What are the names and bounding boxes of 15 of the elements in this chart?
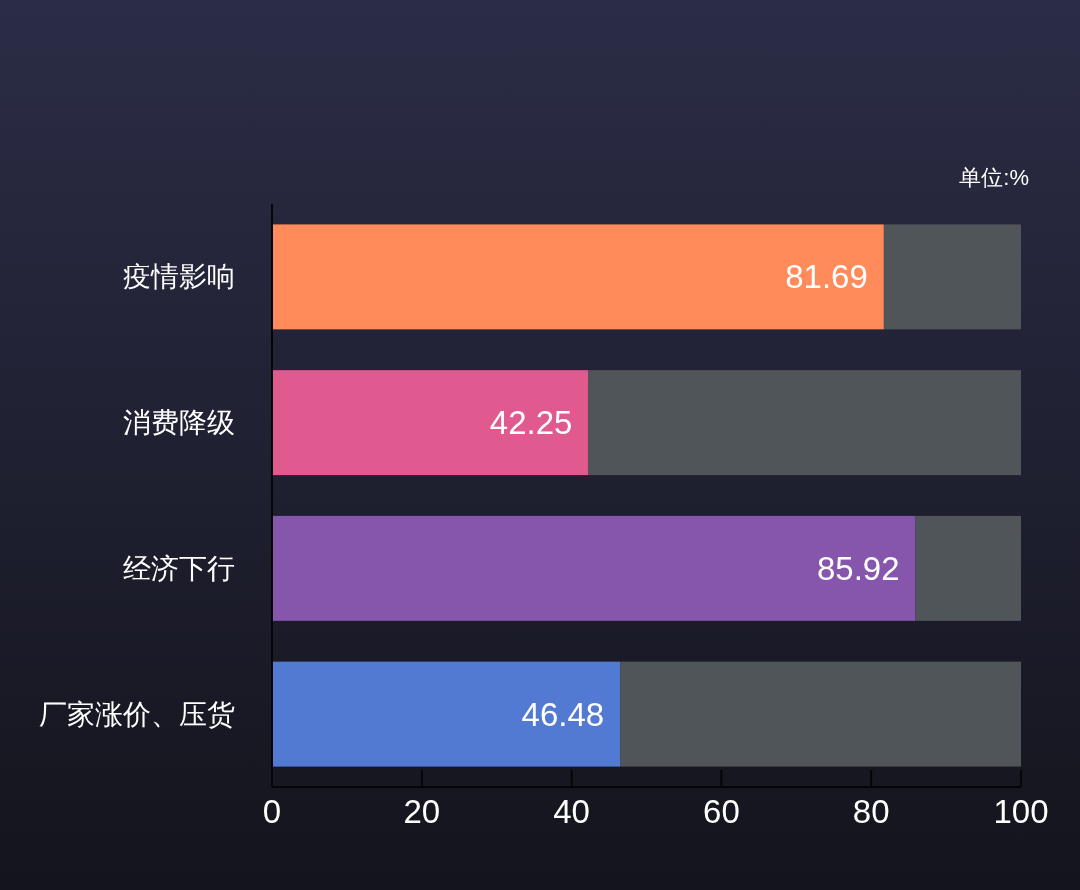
text: 单位:% [959,164,1029,190]
data-label: 46.48 [521,695,605,733]
y-tick-label: 厂家涨价、压货 [39,698,235,730]
y-tick-label: 疫情影响 [123,261,235,293]
x-tick-label: 40 [553,792,590,830]
y-tick-label: 经济下行 [123,552,235,584]
x-tick-label: 0 [262,792,282,830]
x-tick-label: 60 [703,792,740,830]
x-tick-label: 20 [403,792,441,830]
x-tick-label: 80 [852,792,890,830]
x-tick-label: 100 [993,792,1049,830]
data-label: 81.69 [785,258,868,296]
data-label: 42.25 [489,404,573,442]
y-tick-label: 消费降级 [123,407,235,439]
data-label: 85.92 [816,549,900,587]
